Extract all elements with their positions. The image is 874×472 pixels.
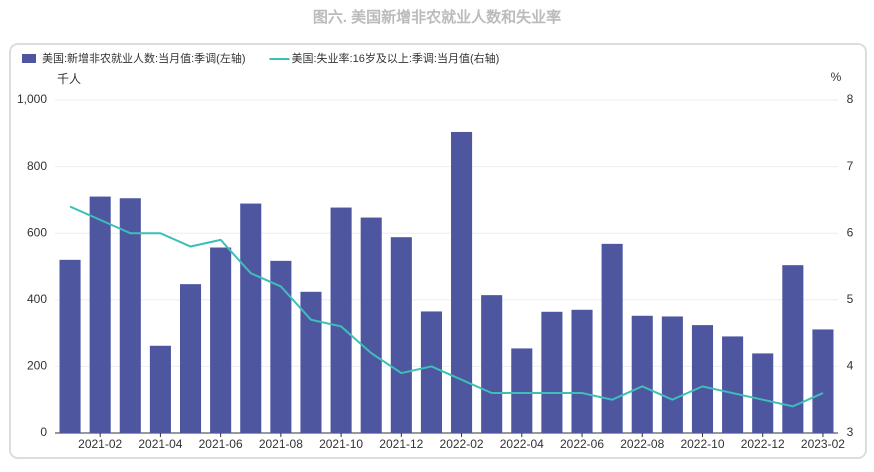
x-tick-label: 2021-10 [319,437,363,451]
x-tick-label: 2023-02 [801,437,845,451]
bar [661,316,683,433]
bar [541,311,563,433]
line [69,205,824,408]
y-tick-label: 400 [27,292,47,306]
x-tick-label: 2022-10 [680,437,724,451]
x-tick-label: 2022-04 [500,437,544,451]
bar [752,353,774,433]
y2-tick-label: 8 [847,92,854,106]
bar [210,247,232,433]
bar [420,311,442,433]
y2-tick-label: 3 [847,425,854,439]
bar [722,336,744,433]
bar [119,198,141,433]
bar [601,243,623,433]
bar [812,329,834,433]
x-tick-label: 2021-08 [259,437,303,451]
bar [390,237,412,433]
bar [330,207,352,433]
y-tick-label: 200 [27,359,47,373]
y-tick-label: 600 [27,225,47,239]
bar [451,131,473,433]
y2-tick-label: 7 [847,159,854,173]
y2-tick-label: 4 [847,359,854,373]
bar [481,295,503,433]
bar [782,265,804,433]
bar [59,259,81,433]
bar [270,260,292,433]
y-tick-label: 1,000 [17,92,47,106]
bar [631,315,653,433]
y-tick-label: 800 [27,159,47,173]
bar [179,284,202,433]
bar [360,217,382,433]
legend-label: 美国:失业率:16岁及以上:季调:当月值(右轴) [292,51,500,65]
y2-tick-label: 6 [847,225,854,239]
chart-title: 图六. 美国新增非农就业人数和失业率 [313,8,561,26]
bar [571,309,593,433]
x-tick-label: 2021-06 [199,437,243,451]
y-tick-label: 0 [40,425,47,439]
x-tick-label: 2022-08 [620,437,664,451]
x-tick-label: 2021-04 [138,437,182,451]
y2-unit: % [831,70,842,84]
x-tick-label: 2022-02 [440,437,484,451]
x-tick-label: 2022-06 [560,437,604,451]
bar [511,348,533,433]
card [9,43,867,459]
bar [89,196,111,433]
bar [300,291,322,433]
legend-swatch [22,54,36,63]
legend-label: 美国:新增非农就业人数:当月值:季调(左轴) [42,51,246,65]
bar [240,203,262,433]
x-tick-label: 2021-12 [379,437,423,451]
y2-tick-label: 5 [847,292,854,306]
x-tick-label: 2021-02 [78,437,122,451]
x-tick-label: 2022-12 [741,437,785,451]
bar [149,345,171,433]
bar [691,325,714,433]
y-unit: 千人 [57,72,81,86]
